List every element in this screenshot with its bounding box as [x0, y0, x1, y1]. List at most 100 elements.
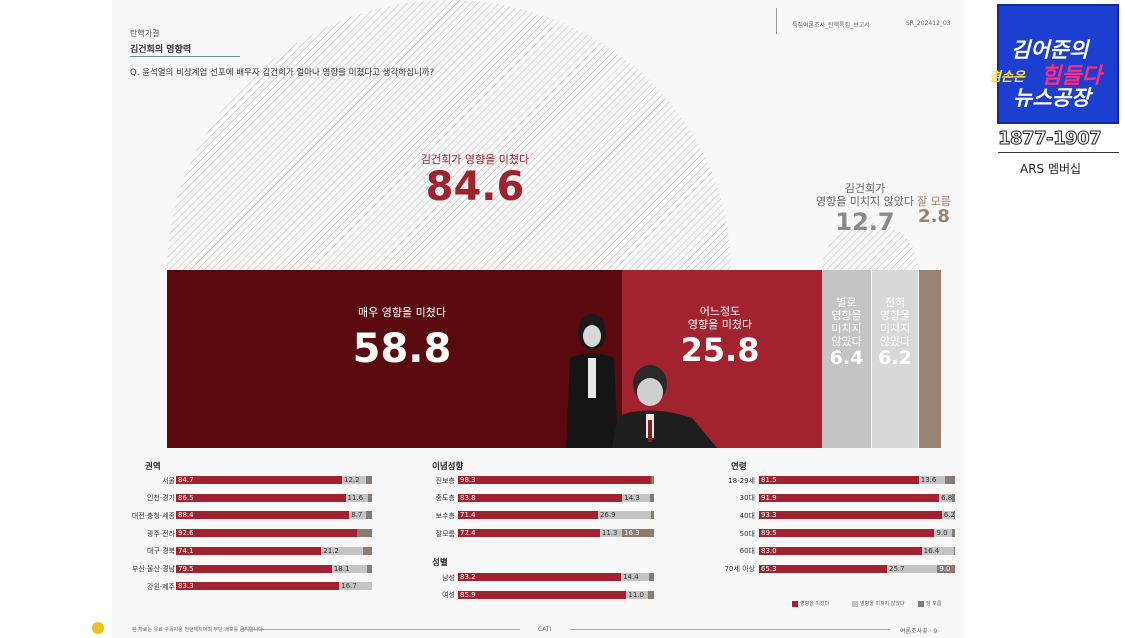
- influenced-label: 김건희가 영향을 미쳤다: [420, 153, 530, 166]
- bar-segment: [458, 511, 598, 520]
- bar-segment: [176, 476, 342, 484]
- data-label: 88.4: [178, 511, 194, 520]
- subchart-title: 권역: [145, 462, 161, 472]
- logo-rule: [998, 152, 1119, 153]
- bar-segment: [759, 476, 919, 484]
- category-label: 대구·경북: [147, 547, 175, 556]
- bar-segment: [759, 529, 935, 538]
- data-label: 21.2: [323, 546, 339, 555]
- category-label: 진보층: [435, 476, 455, 485]
- legend-influenced: 영향을 미쳤다: [800, 601, 830, 607]
- data-label: 9.0: [936, 529, 948, 538]
- data-label: 91.9: [761, 493, 777, 502]
- bar-dontknow: [919, 270, 941, 448]
- data-label: 14.3: [624, 493, 640, 502]
- bar-segment: [176, 529, 358, 538]
- bar-segment: [621, 573, 650, 581]
- data-label: 16.7: [341, 582, 357, 591]
- data-label: 83.0: [761, 546, 777, 555]
- bar-segment: [597, 511, 651, 520]
- page-subtitle: 김건희의 영향력: [130, 45, 192, 55]
- legend-not-influenced: 영향을 미치지 않았다: [860, 601, 905, 607]
- category-label: 강원·제주: [147, 582, 175, 591]
- bar-segment: [622, 493, 651, 502]
- data-label: 6.8: [941, 493, 953, 502]
- logo-phone: 1877-1907: [997, 128, 1102, 150]
- category-label: 중도층: [435, 494, 455, 503]
- footer-page: 여론조사꽃 · 9: [900, 628, 938, 635]
- notatall-label-2: 영향을: [879, 309, 911, 322]
- bar-segment: [176, 493, 346, 502]
- subtitle-rule: [130, 56, 240, 57]
- bar-segment: [626, 590, 648, 599]
- category-label: 인천·경기: [147, 494, 175, 503]
- footer-method: CATI: [538, 626, 552, 633]
- bar-segment: [342, 476, 366, 484]
- category-label: 18-29세: [728, 476, 755, 485]
- bar-segment: [321, 546, 363, 555]
- bar-segment: [176, 546, 322, 555]
- logo-line-2b: 힘들다: [1041, 64, 1102, 89]
- bar-segment: [458, 493, 623, 502]
- notmuch-label-4: 않았다: [831, 335, 862, 348]
- data-label: 25.7: [888, 564, 905, 573]
- bar-segment: [937, 564, 955, 573]
- logo-line-3: 뉴스공장: [1013, 86, 1091, 110]
- notmuch-label-3: 미치지: [831, 322, 862, 335]
- bar-segment: [934, 529, 953, 538]
- bar-notatall: [872, 270, 918, 448]
- footer-rule-right: [570, 629, 890, 630]
- data-label: 89.5: [761, 529, 777, 538]
- bar-segment: [176, 511, 350, 520]
- subchart-title: 이념성향: [432, 462, 464, 472]
- data-label: 11.6: [347, 493, 364, 502]
- category-label: 70세 이상: [724, 565, 755, 573]
- not-influenced-arc: [822, 222, 918, 270]
- category-label: 광주·전라: [147, 529, 175, 538]
- logo-line-1: 김어준의: [1011, 38, 1089, 62]
- data-label: 86.5: [178, 493, 194, 502]
- bar-notmuch: [822, 270, 871, 448]
- data-label: 11.3: [601, 529, 618, 538]
- legend-swatch-influenced: [792, 601, 798, 607]
- data-label: 81.5: [761, 476, 777, 484]
- data-label: 84.7: [178, 476, 194, 484]
- category-label: 50대: [739, 529, 755, 538]
- dont-know-value: 2.8: [918, 206, 950, 227]
- notatall-value: 6.2: [878, 347, 912, 369]
- data-label: 83.3: [178, 582, 194, 591]
- bar-segment: [759, 493, 940, 502]
- header-divider: [776, 8, 777, 34]
- data-label: 13.6: [920, 476, 937, 484]
- notmuch-label-2: 영향을: [831, 309, 862, 322]
- bar-segment: [458, 573, 622, 581]
- bar-segment: [622, 529, 654, 538]
- not-influenced-value: 12.7: [835, 208, 895, 236]
- data-label: 65.3: [761, 564, 777, 573]
- notmuch-label: 별로 영향을 미치지 않았다: [822, 296, 871, 348]
- very-label: 매우 영향을 미쳤다: [358, 306, 446, 319]
- bar-segment: [759, 564, 887, 573]
- category-label: 잘모름: [435, 529, 455, 538]
- category-label: 부산·울산·경남: [131, 565, 175, 573]
- notmuch-value: 6.4: [829, 347, 864, 369]
- notatall-label-4: 않았다: [879, 335, 911, 348]
- bar-segment: [331, 564, 368, 573]
- bar-segment: [941, 511, 954, 520]
- data-label: 18.1: [333, 564, 350, 573]
- bar-segment: [176, 582, 340, 591]
- data-label: 16.4: [923, 546, 940, 555]
- logo-line-2a: 겸손은: [989, 70, 1025, 85]
- logo-ars: ARS 멤버십: [1020, 162, 1082, 176]
- data-label: 11.0: [628, 590, 644, 599]
- data-label: 26.9: [599, 511, 616, 520]
- category-label: 여성: [442, 591, 455, 600]
- bar-segment: [918, 476, 946, 484]
- bar-segment: [599, 529, 623, 538]
- footer-rule-left: [240, 629, 520, 630]
- data-label: 9.0: [939, 564, 951, 573]
- bar-segment: [759, 511, 942, 520]
- influenced-value: 84.6: [425, 164, 525, 210]
- category-label: 남성: [442, 573, 455, 582]
- data-label: 71.4: [460, 511, 476, 520]
